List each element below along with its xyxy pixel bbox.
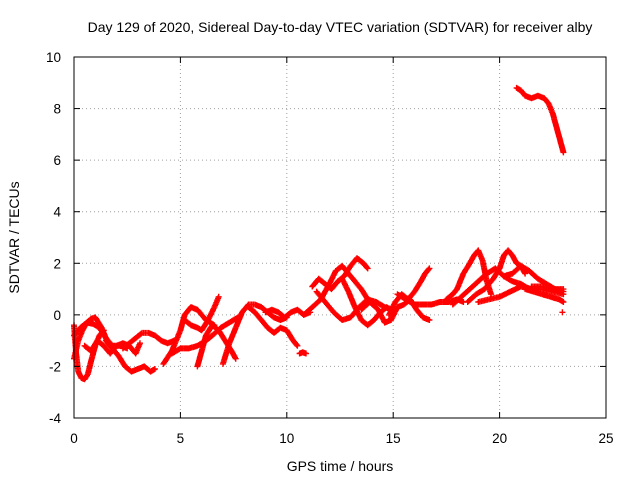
x-tick-label: 0 (70, 431, 78, 446)
data-series-arc-6 (119, 329, 177, 352)
y-axis-label: SDTVAR / TECUs (6, 181, 22, 293)
grid (74, 57, 606, 418)
y-tick-label: 8 (53, 102, 61, 117)
data-series-arc-29 (513, 84, 567, 156)
y-tick-label: -4 (49, 411, 61, 426)
data-series-arc-27 (522, 286, 567, 305)
data-point-markers (559, 309, 566, 316)
data-point-markers (513, 84, 567, 156)
data-point-markers (102, 337, 158, 375)
y-tick-label: 4 (53, 205, 61, 220)
data-point-markers (528, 283, 567, 293)
plot-frame (73, 56, 607, 419)
x-tick-label: 25 (598, 431, 613, 446)
data-point-markers (194, 322, 239, 370)
data-series-arc-10 (194, 322, 239, 370)
data-series-arc-28 (528, 283, 567, 293)
chart-title: Day 129 of 2020, Sidereal Day-to-day VTE… (88, 19, 593, 35)
data-series-arc-16 (309, 255, 371, 293)
data-point-markers (119, 329, 177, 352)
data-point-markers (309, 255, 371, 293)
data-series-arc-9 (181, 293, 222, 334)
y-tick-label: 0 (53, 308, 61, 323)
x-tick-label: 10 (279, 431, 294, 446)
data-point-markers (522, 286, 567, 305)
data-series-arc-5 (102, 337, 158, 375)
data-point-markers (296, 349, 309, 357)
data-series-arc-14 (296, 349, 309, 357)
data-marks (71, 84, 567, 383)
data-series-arc-12 (245, 304, 301, 349)
x-tick-label: 15 (386, 431, 401, 446)
y-tick-label: 6 (53, 153, 61, 168)
data-series-arc-30 (559, 309, 566, 316)
y-tick-label: -2 (49, 359, 61, 374)
y-tick-label: 10 (46, 50, 61, 65)
x-tick-label: 20 (492, 431, 507, 446)
data-point-markers (245, 304, 301, 349)
y-tick-label: 2 (53, 256, 61, 271)
x-tick-label: 5 (177, 431, 185, 446)
data-point-markers (181, 293, 222, 334)
axis-ticks: 0 5 10 15 20 25 -4 -2 0 2 4 6 8 10 (46, 50, 614, 446)
x-axis-label: GPS time / hours (287, 458, 394, 474)
